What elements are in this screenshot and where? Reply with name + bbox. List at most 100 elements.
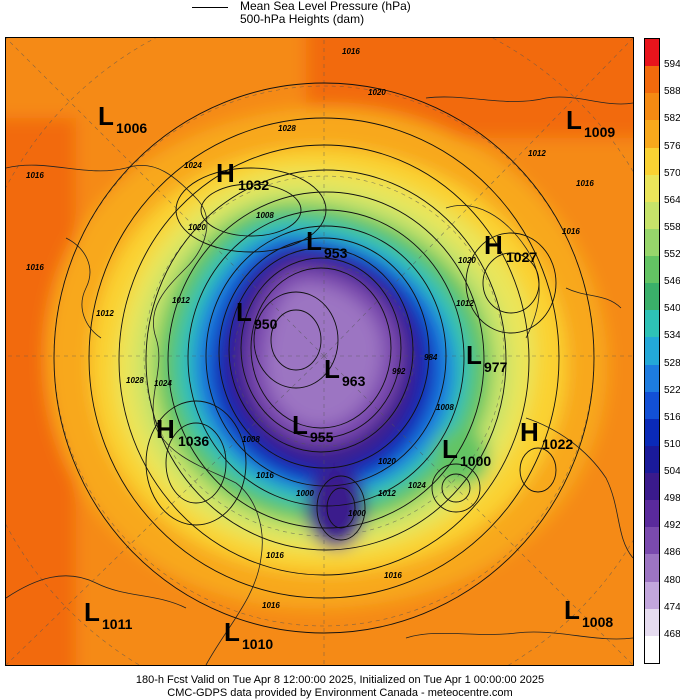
colorbar-swatch [645,608,659,637]
isobar-label: 984 [424,353,438,362]
low-pressure-system: L 1000 [442,434,491,469]
colorbar-swatch [645,283,659,311]
svg-text:963: 963 [342,373,366,389]
colorbar-swatch [645,228,659,257]
colorbar-swatch [645,337,659,366]
isobar-label: 1020 [458,256,476,265]
svg-text:1027: 1027 [506,249,537,265]
svg-text:1010: 1010 [242,636,273,652]
colorbar-swatch [645,527,659,555]
colorbar-level-label: 498 [664,493,680,505]
svg-text:1008: 1008 [582,614,613,630]
isobar-label: 1008 [242,435,260,444]
svg-text:1036: 1036 [178,433,209,449]
low-pressure-system: L 1006 [98,101,147,136]
low-pressure-system: L 963 [324,354,366,389]
colorbar-level-label: 552 [664,249,680,261]
svg-text:1032: 1032 [238,177,269,193]
isobar-label: 1012 [96,309,114,318]
svg-text:L: L [236,297,252,327]
isobar-label: 1016 [26,263,44,272]
isobar-label: 1000 [348,509,366,518]
colorbar-swatch [645,147,659,176]
isobar-label: 1008 [256,211,274,220]
svg-text:L: L [324,354,340,384]
colorbar-swatch [645,581,659,610]
coastlines [6,96,633,665]
colorbar-swatch [645,635,659,664]
legend: Mean Sea Level Pressure (hPa) 500-hPa He… [0,0,680,36]
svg-text:L: L [306,226,322,256]
svg-text:977: 977 [484,359,508,375]
svg-text:950: 950 [254,316,278,332]
low-pressure-system: L 1009 [566,105,615,140]
low-pressure-system: L 1011 [84,597,133,632]
mslp-line-swatch [192,7,228,8]
colorbar-level-label: 522 [664,384,680,396]
isobar-label: 992 [392,367,406,376]
isobars [53,82,595,634]
svg-text:L: L [566,105,582,135]
colorbar-swatch [645,554,659,583]
colorbar-level-label: 474 [664,601,680,613]
high-pressure-system: H 1022 [520,417,573,452]
isobar-label: 1024 [184,161,202,170]
colorbar-level-label: 594 [664,59,680,71]
low-pressure-system: L 1010 [224,617,273,652]
isobar-label: 1012 [378,489,396,498]
svg-text:L: L [466,340,482,370]
isobar-label: 1024 [408,481,426,490]
colorbar-swatch [645,174,659,203]
low-pressure-system: L 955 [292,410,334,445]
isobar-label: 1020 [188,223,206,232]
svg-text:L: L [224,617,240,647]
weather-map[interactable]: 1016 1020 1028 1024 1016 1012 1016 1020 … [5,37,634,666]
data-credit-text: CMC-GDPS data provided by Environment Ca… [167,687,513,699]
map-canvas: 1016 1020 1028 1024 1016 1012 1016 1020 … [6,38,633,665]
isobar-labels: 1016 1020 1028 1024 1016 1012 1016 1020 … [26,47,594,610]
forecast-valid-text: 180-h Fcst Valid on Tue Apr 8 12:00:00 2… [135,674,545,686]
colorbar-level-label: 558 [664,221,680,233]
colorbar-swatch [645,473,659,501]
isobar-label: 1012 [456,299,474,308]
colorbar-level-label: 486 [664,547,680,559]
isobar-label: 1000 [296,489,314,498]
isobar-label: 1016 [342,47,360,56]
svg-text:L: L [564,595,580,625]
isobar-label: 1020 [378,457,396,466]
colorbar-level-label: 540 [664,303,680,315]
colorbar-level-label: 468 [664,628,680,640]
legend-mslp-label: Mean Sea Level Pressure (hPa) [240,0,411,13]
isobar-label: 1008 [436,403,454,412]
colorbar-level-label: 588 [664,86,680,98]
colorbar-swatch [645,256,659,284]
colorbar-level-label: 516 [664,411,680,423]
colorbar-swatch [645,445,659,474]
isobar-label: 1012 [172,296,190,305]
high-pressure-system: H 1032 [216,158,269,193]
colorbar-swatch [645,310,659,338]
svg-text:955: 955 [310,429,334,445]
svg-text:L: L [442,434,458,464]
svg-text:H: H [216,158,235,188]
low-pressure-system: L 1008 [564,595,613,630]
isobar-label: 1016 [26,171,44,180]
high-pressure-system: H 1027 [484,230,537,265]
svg-text:L: L [84,597,100,627]
svg-text:1006: 1006 [116,120,147,136]
isobar-label: 1028 [278,124,296,133]
pressure-systems: L 1006 H 1032 L 1009 L 953 H 1027 L 950 [84,101,615,652]
svg-text:1009: 1009 [584,124,615,140]
colorbar-swatch [645,66,659,94]
isobar-label: 1012 [528,149,546,158]
svg-text:H: H [520,417,539,447]
colorbar-level-label: 576 [664,140,680,152]
high-pressure-system: H 1036 [156,414,209,449]
colorbar-swatch [645,500,659,528]
colorbar-swatch [645,391,659,420]
colorbar-level-label: 480 [664,574,680,586]
colorbar-level-label: 570 [664,167,680,179]
colorbar-level-label: 546 [664,276,680,288]
low-pressure-system: L 953 [306,226,348,261]
low-pressure-system: L 950 [236,297,278,332]
